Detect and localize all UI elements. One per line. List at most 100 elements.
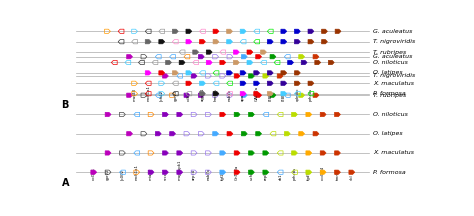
Polygon shape <box>227 40 232 44</box>
Polygon shape <box>240 29 246 33</box>
Polygon shape <box>220 170 226 174</box>
Text: prhcds: prhcds <box>309 88 313 101</box>
Polygon shape <box>254 81 260 85</box>
Polygon shape <box>105 112 111 117</box>
Text: fgd5b: fgd5b <box>307 169 311 180</box>
Text: arpc4: arpc4 <box>192 169 196 180</box>
Text: T. rubripes: T. rubripes <box>373 93 406 98</box>
Polygon shape <box>267 71 273 75</box>
Polygon shape <box>294 71 300 75</box>
Text: GnT43a: GnT43a <box>235 165 239 180</box>
Polygon shape <box>170 132 175 136</box>
Polygon shape <box>220 60 226 65</box>
Polygon shape <box>308 40 314 44</box>
Polygon shape <box>206 60 212 65</box>
Polygon shape <box>284 132 290 136</box>
Polygon shape <box>263 151 269 155</box>
Polygon shape <box>241 93 247 97</box>
Polygon shape <box>321 40 328 44</box>
Polygon shape <box>165 60 172 65</box>
Text: nab7a: nab7a <box>207 168 210 180</box>
Polygon shape <box>220 151 226 155</box>
Polygon shape <box>335 112 340 117</box>
Polygon shape <box>306 170 312 174</box>
Text: A: A <box>62 178 69 188</box>
Polygon shape <box>186 40 192 44</box>
Polygon shape <box>306 112 312 117</box>
Text: col1a1: col1a1 <box>92 167 96 180</box>
Text: P. formosa: P. formosa <box>373 170 406 175</box>
Text: srcc1: srcc1 <box>164 170 167 180</box>
Polygon shape <box>261 50 266 54</box>
Polygon shape <box>213 92 219 96</box>
Polygon shape <box>241 132 247 136</box>
Polygon shape <box>159 40 164 44</box>
Polygon shape <box>247 50 253 54</box>
Text: fgf2: fgf2 <box>221 172 225 180</box>
Polygon shape <box>173 71 178 75</box>
Polygon shape <box>159 71 164 75</box>
Polygon shape <box>335 170 340 174</box>
Polygon shape <box>233 50 239 54</box>
Polygon shape <box>91 170 97 174</box>
Polygon shape <box>186 81 192 85</box>
Text: mia40: mia40 <box>149 168 153 180</box>
Text: O. latipes: O. latipes <box>373 131 403 136</box>
Polygon shape <box>177 170 182 174</box>
Text: rb1: rb1 <box>278 173 282 180</box>
Polygon shape <box>281 92 287 96</box>
Text: B: B <box>62 100 69 110</box>
Polygon shape <box>301 60 307 65</box>
Text: X. maculatus: X. maculatus <box>373 151 414 156</box>
Text: prhcds: prhcds <box>292 167 296 180</box>
Polygon shape <box>294 29 300 33</box>
Text: vkl: vkl <box>350 174 354 180</box>
Polygon shape <box>267 92 273 96</box>
Polygon shape <box>163 74 168 78</box>
Text: apa1: apa1 <box>241 92 245 101</box>
Polygon shape <box>186 29 192 33</box>
Text: gpr22: gpr22 <box>173 90 177 101</box>
Text: ITBN: ITBN <box>268 92 272 101</box>
Polygon shape <box>277 74 283 78</box>
Polygon shape <box>179 60 185 65</box>
Polygon shape <box>241 55 247 59</box>
Polygon shape <box>313 55 319 59</box>
Polygon shape <box>281 81 287 85</box>
Polygon shape <box>173 29 178 33</box>
Polygon shape <box>292 151 297 155</box>
Polygon shape <box>247 60 253 65</box>
Polygon shape <box>294 81 300 85</box>
Text: nrch1a1: nrch1a1 <box>135 164 139 180</box>
Text: G. aculeatus: G. aculeatus <box>373 54 412 59</box>
Polygon shape <box>255 93 262 97</box>
Polygon shape <box>177 151 182 155</box>
Polygon shape <box>240 81 246 85</box>
Polygon shape <box>105 151 111 155</box>
Polygon shape <box>328 60 334 65</box>
Text: T. nigroviridis: T. nigroviridis <box>373 39 415 44</box>
Polygon shape <box>234 74 240 78</box>
Polygon shape <box>200 92 205 96</box>
Polygon shape <box>220 112 226 117</box>
Polygon shape <box>234 112 240 117</box>
Text: T. nigroviridis: T. nigroviridis <box>373 73 415 78</box>
Polygon shape <box>206 50 212 54</box>
Polygon shape <box>227 71 232 75</box>
Polygon shape <box>294 40 300 44</box>
Polygon shape <box>184 93 190 97</box>
Polygon shape <box>145 40 151 44</box>
Text: O. niloticus: O. niloticus <box>373 60 408 65</box>
Polygon shape <box>163 170 168 174</box>
Polygon shape <box>213 132 219 136</box>
Polygon shape <box>299 93 304 97</box>
Polygon shape <box>240 92 246 96</box>
Polygon shape <box>227 29 232 33</box>
Polygon shape <box>267 40 273 44</box>
Polygon shape <box>292 112 297 117</box>
Polygon shape <box>127 93 133 97</box>
Polygon shape <box>335 151 340 155</box>
Polygon shape <box>255 132 262 136</box>
Polygon shape <box>148 170 154 174</box>
Polygon shape <box>248 151 255 155</box>
